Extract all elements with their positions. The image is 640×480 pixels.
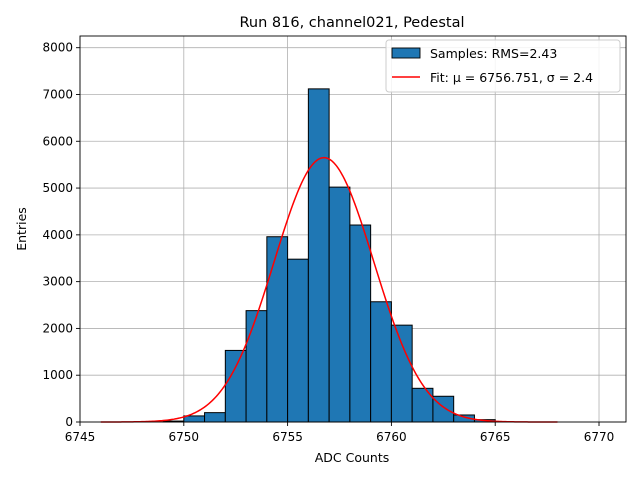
y-tick-label: 8000	[42, 41, 73, 55]
histogram-bar	[390, 324, 413, 423]
histogram-bar	[370, 301, 392, 423]
legend-box	[385, 39, 621, 93]
legend-samples-label: Samples: RMS=2.43	[430, 46, 557, 61]
histogram-bar	[183, 415, 206, 423]
y-tick-label: 0	[65, 415, 73, 429]
x-tick-label: 6755	[272, 430, 303, 444]
x-tick-label: 6760	[376, 430, 407, 444]
histogram-bar	[287, 258, 309, 423]
histogram-bar	[328, 186, 351, 423]
histogram-bar	[266, 236, 289, 423]
legend: Samples: RMS=2.43 Fit: μ = 6756.751, σ =…	[385, 39, 621, 93]
x-tick-label: 6750	[169, 430, 200, 444]
y-tick-label: 4000	[42, 228, 73, 242]
histogram-bar	[307, 88, 330, 423]
y-tick-label: 7000	[42, 87, 73, 101]
y-tick-label: 6000	[42, 134, 73, 148]
x-axis-label: ADC Counts	[315, 450, 390, 465]
legend-samples-swatch	[391, 47, 421, 59]
chart-title: Run 816, channel021, Pedestal	[239, 15, 464, 31]
x-axis-ticks: 6745 6750 6755 6760 6765 6770	[65, 422, 615, 444]
plot-frame	[79, 35, 627, 423]
fit-curve	[100, 156, 558, 423]
histogram-bar	[245, 310, 268, 423]
x-tick-label: 6770	[584, 430, 615, 444]
y-tick-label: 1000	[42, 368, 73, 382]
grid-lines	[79, 36, 626, 423]
y-tick-label: 2000	[42, 321, 73, 335]
y-axis-ticks: 0 1000 2000 3000 4000 5000 6000 7000 8000	[42, 41, 80, 429]
histogram-bars	[162, 88, 496, 423]
y-tick-label: 3000	[42, 275, 73, 289]
y-tick-label: 5000	[42, 181, 73, 195]
y-axis-label: Entries	[14, 207, 29, 251]
histogram-bar	[224, 349, 247, 423]
legend-fit-label: Fit: μ = 6756.751, σ = 2.4	[430, 70, 593, 85]
x-tick-label: 6765	[480, 430, 511, 444]
x-tick-label: 6745	[65, 430, 96, 444]
histogram-bar	[204, 412, 226, 423]
histogram-bar	[349, 224, 372, 423]
